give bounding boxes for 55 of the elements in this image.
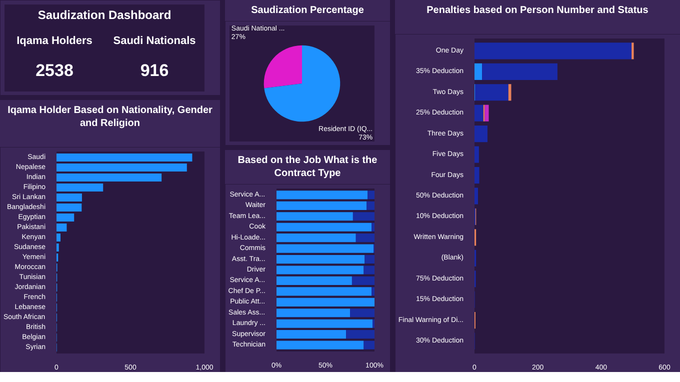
bar: [276, 276, 352, 286]
bar: [482, 63, 558, 80]
bar: [276, 201, 367, 210]
bar: [276, 319, 373, 328]
bar: [276, 212, 353, 221]
bar: [56, 234, 60, 242]
text: Saudi Nationals: [113, 35, 196, 48]
bar: [276, 330, 346, 339]
text: 2538: [36, 60, 74, 80]
bar: [56, 214, 74, 222]
bar: [484, 104, 489, 122]
bar: [474, 146, 479, 163]
chart-title: Based on the Job What is the Contract Type: [236, 154, 378, 180]
bar: [56, 174, 162, 182]
bar: [56, 154, 192, 162]
bar: [56, 204, 82, 212]
bar: [276, 287, 372, 296]
bar: [368, 190, 374, 200]
text: Iqama Holders: [16, 35, 92, 48]
bar: [474, 104, 484, 122]
chart-title: Iqama Holder Based on Nationality, Gender and Religion: [6, 104, 214, 130]
bar: [352, 212, 374, 221]
bar: [276, 308, 350, 318]
bar: [364, 340, 374, 350]
bar: [364, 254, 374, 264]
bar: [474, 63, 482, 80]
bar: [276, 298, 374, 306]
bar: [276, 244, 374, 253]
bar: [56, 184, 104, 192]
bar: [474, 42, 632, 60]
bar: [276, 234, 356, 242]
text: 916: [140, 60, 169, 80]
bar: [276, 190, 368, 200]
bar: [474, 188, 478, 204]
bar: [356, 234, 374, 242]
bar: [474, 166, 480, 184]
bar: [372, 287, 374, 296]
bar: [475, 84, 508, 101]
bar: [364, 266, 374, 274]
bar: [350, 308, 374, 318]
bar: [56, 194, 82, 202]
bar: [366, 201, 374, 210]
bar: [474, 126, 488, 142]
text: Saudization Dashboard: [38, 8, 172, 22]
chart-title: Penalties based on Person Number and Status: [426, 4, 648, 17]
chart-title: Saudization Percentage: [251, 4, 364, 17]
bar: [346, 330, 374, 339]
bar: [276, 340, 364, 350]
bar: [56, 164, 187, 172]
bar: [276, 266, 364, 274]
bar: [372, 222, 374, 232]
bar: [276, 254, 365, 264]
bar: [352, 276, 374, 286]
bar: [276, 222, 372, 232]
bar: [56, 224, 67, 232]
